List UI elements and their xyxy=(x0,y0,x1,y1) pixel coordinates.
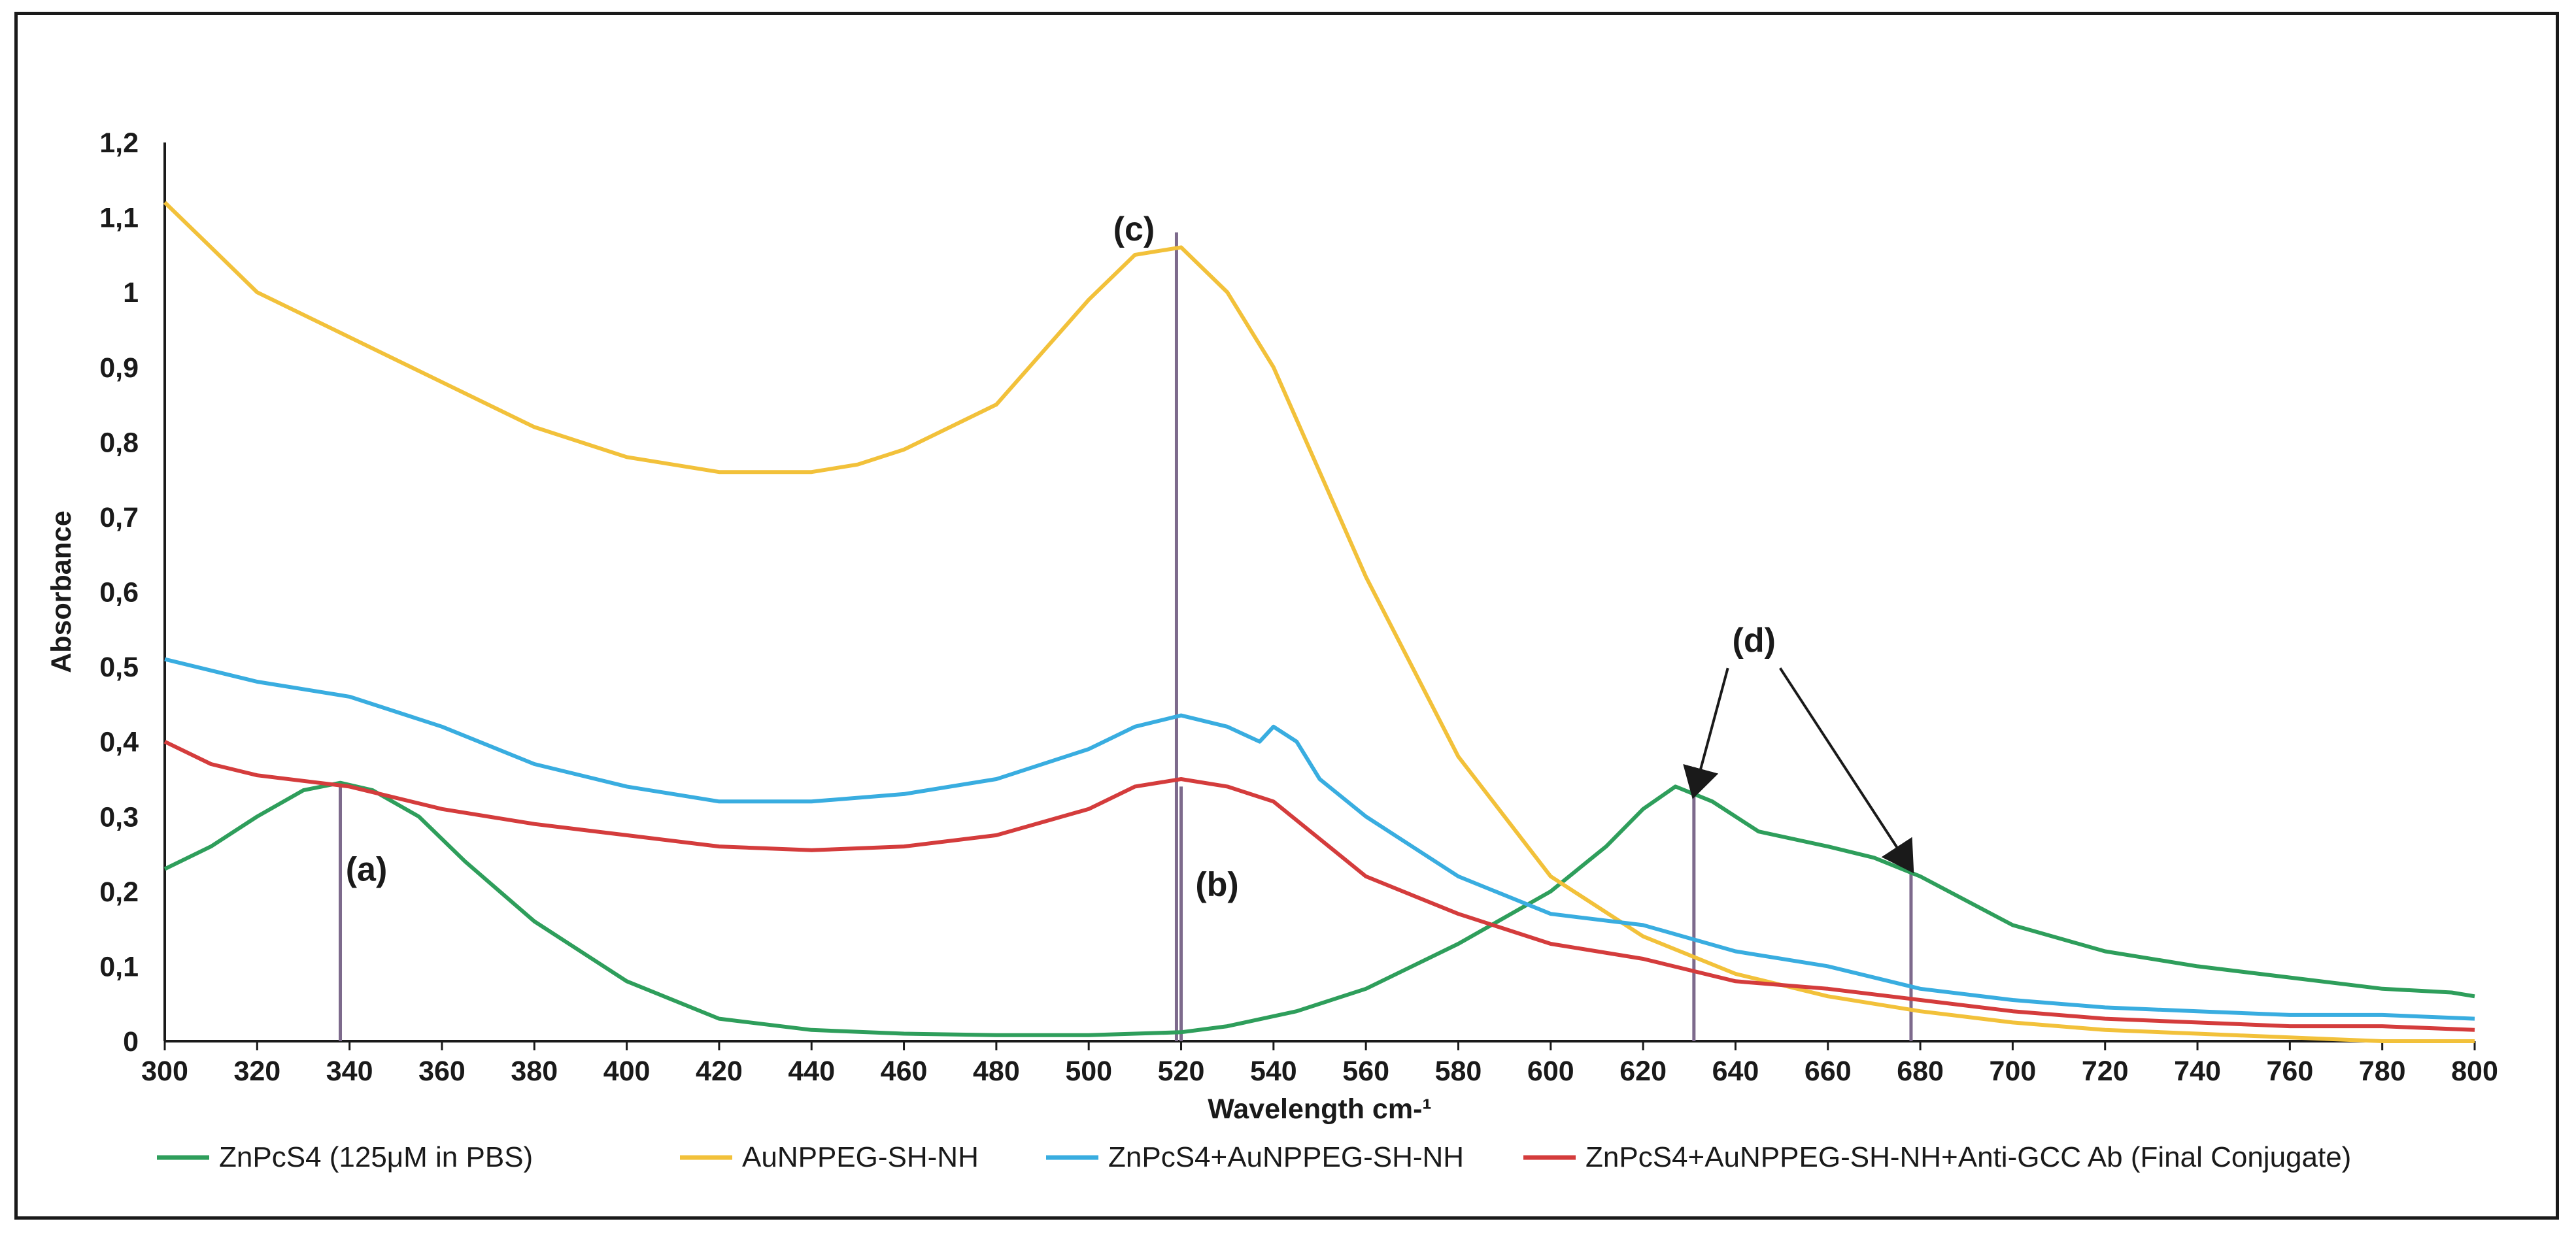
x-tick-label: 380 xyxy=(511,1056,558,1087)
series-line xyxy=(164,657,2475,1021)
x-tick-label: 400 xyxy=(603,1056,651,1087)
x-tick-label: 700 xyxy=(1990,1056,2037,1087)
x-tick-label: 660 xyxy=(1805,1056,1852,1087)
y-tick-label: 0,3 xyxy=(99,801,139,833)
marker-label: (c) xyxy=(1113,210,1155,248)
x-tick-label: 600 xyxy=(1527,1056,1574,1087)
x-tick-label: 680 xyxy=(1897,1056,1944,1087)
x-tick-label: 720 xyxy=(2082,1056,2129,1087)
y-tick-label: 0,7 xyxy=(99,502,139,533)
marker-label: (b) xyxy=(1195,865,1238,903)
legend-entry: AuNPPEG-SH-NH xyxy=(742,1141,979,1173)
x-tick-label: 760 xyxy=(2266,1056,2313,1087)
y-tick-label: 0,2 xyxy=(99,876,139,908)
y-tick-label: 0,1 xyxy=(99,951,139,982)
arrow-annotation-label: (d) xyxy=(1733,622,1776,659)
y-tick-label: 0,4 xyxy=(99,727,139,758)
series-line xyxy=(163,201,2475,1043)
y-tick-label: 0,6 xyxy=(99,577,139,609)
x-axis-title: Wavelength cm-¹ xyxy=(1208,1093,1431,1125)
x-tick-label: 300 xyxy=(141,1056,188,1087)
x-tick-label: 340 xyxy=(326,1056,373,1087)
y-tick-label: 0,5 xyxy=(99,652,139,683)
legend-entry: ZnPcS4+AuNPPEG-SH-NH+Anti-GCC Ab (Final … xyxy=(1585,1141,2351,1173)
y-tick-label: 0 xyxy=(123,1026,139,1058)
x-tick-label: 740 xyxy=(2174,1056,2221,1087)
x-tick-label: 420 xyxy=(696,1056,743,1087)
x-tick-label: 500 xyxy=(1065,1056,1112,1087)
y-tick-label: 0,9 xyxy=(99,352,139,384)
x-tick-label: 540 xyxy=(1250,1056,1297,1087)
legend-entry: ZnPcS4+AuNPPEG-SH-NH xyxy=(1108,1141,1464,1173)
marker-label: (a) xyxy=(346,850,388,888)
x-tick-label: 460 xyxy=(881,1056,928,1087)
series-line xyxy=(163,780,2475,1037)
x-tick-label: 520 xyxy=(1158,1056,1205,1087)
x-tick-label: 620 xyxy=(1619,1056,1667,1087)
series-line xyxy=(163,740,2475,1032)
x-tick-label: 440 xyxy=(788,1056,835,1087)
annotation-arrow xyxy=(1683,667,1729,799)
x-tick-label: 480 xyxy=(973,1056,1020,1087)
y-tick-label: 1 xyxy=(123,277,139,308)
annotation-arrow xyxy=(1779,667,1914,874)
y-axis-title: Absorbance xyxy=(46,510,77,673)
y-tick-label: 0,8 xyxy=(99,427,139,458)
y-tick-label: 1,2 xyxy=(99,127,139,159)
x-tick-label: 780 xyxy=(2359,1056,2406,1087)
x-tick-label: 560 xyxy=(1342,1056,1389,1087)
x-tick-label: 640 xyxy=(1712,1056,1759,1087)
legend-entry: ZnPcS4 (125μM in PBS) xyxy=(219,1141,533,1173)
x-tick-label: 580 xyxy=(1435,1056,1482,1087)
x-tick-label: 360 xyxy=(418,1056,466,1087)
x-tick-label: 800 xyxy=(2451,1056,2498,1087)
x-tick-label: 320 xyxy=(233,1056,280,1087)
y-tick-label: 1,1 xyxy=(99,203,139,234)
